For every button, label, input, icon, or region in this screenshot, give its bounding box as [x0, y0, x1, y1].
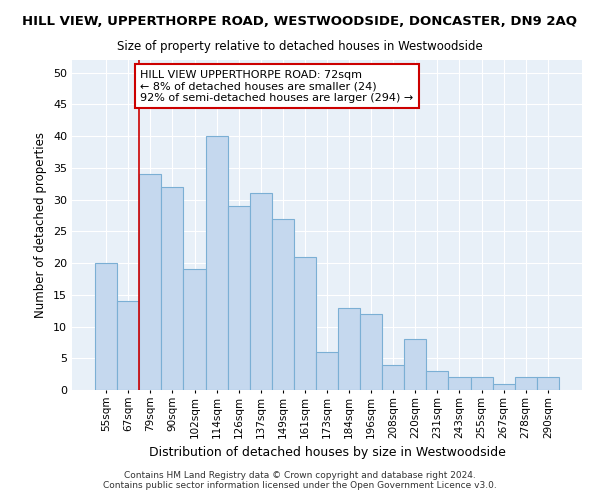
Bar: [139, 174, 161, 390]
Bar: [360, 314, 382, 390]
Bar: [272, 218, 294, 390]
Bar: [206, 136, 227, 390]
Bar: [537, 378, 559, 390]
Bar: [95, 263, 117, 390]
X-axis label: Distribution of detached houses by size in Westwoodside: Distribution of detached houses by size …: [149, 446, 505, 459]
Text: Contains HM Land Registry data © Crown copyright and database right 2024.
Contai: Contains HM Land Registry data © Crown c…: [103, 470, 497, 490]
Bar: [404, 339, 427, 390]
Bar: [448, 378, 470, 390]
Bar: [184, 270, 206, 390]
Y-axis label: Number of detached properties: Number of detached properties: [34, 132, 47, 318]
Bar: [161, 187, 184, 390]
Bar: [250, 194, 272, 390]
Bar: [427, 371, 448, 390]
Text: HILL VIEW, UPPERTHORPE ROAD, WESTWOODSIDE, DONCASTER, DN9 2AQ: HILL VIEW, UPPERTHORPE ROAD, WESTWOODSID…: [23, 15, 577, 28]
Bar: [382, 364, 404, 390]
Bar: [294, 256, 316, 390]
Bar: [338, 308, 360, 390]
Bar: [316, 352, 338, 390]
Bar: [515, 378, 537, 390]
Bar: [227, 206, 250, 390]
Bar: [470, 378, 493, 390]
Text: Size of property relative to detached houses in Westwoodside: Size of property relative to detached ho…: [117, 40, 483, 53]
Bar: [117, 301, 139, 390]
Bar: [493, 384, 515, 390]
Text: HILL VIEW UPPERTHORPE ROAD: 72sqm
← 8% of detached houses are smaller (24)
92% o: HILL VIEW UPPERTHORPE ROAD: 72sqm ← 8% o…: [140, 70, 413, 102]
